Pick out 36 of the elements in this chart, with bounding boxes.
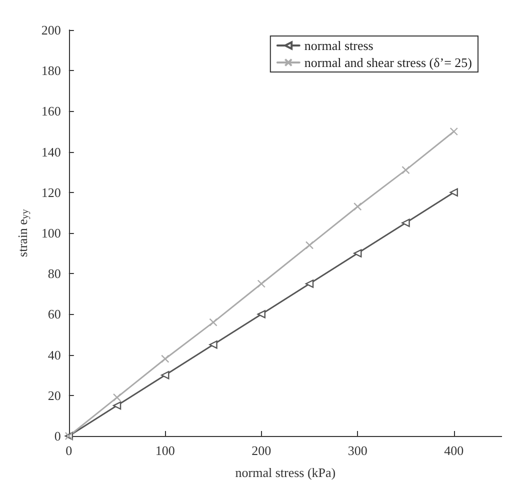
legend-label: normal stress: [304, 38, 374, 53]
point: [112, 393, 122, 402]
y-axis-title: strain eyy: [15, 209, 31, 257]
point: [354, 202, 362, 211]
legend-label: normal and shear stress (δ’= 25): [304, 55, 472, 70]
x-tick-label: 300: [348, 443, 368, 458]
point: [209, 340, 218, 349]
point: [450, 188, 458, 196]
y-tick-label: 140: [41, 144, 61, 160]
point: [161, 354, 170, 363]
y-tick-label: 120: [41, 184, 61, 200]
y-tick-label: 20: [48, 388, 61, 403]
y-tick-label: 180: [41, 63, 61, 78]
x-tick-label: 200: [252, 443, 272, 458]
x-tick-label: 100: [155, 443, 175, 458]
point: [450, 127, 458, 136]
point: [305, 280, 314, 288]
point: [402, 166, 410, 174]
y-tick-label: 60: [48, 306, 61, 322]
x-axis-title: normal stress (kPa): [235, 465, 336, 480]
y-tick-label: 200: [41, 22, 61, 38]
point: [112, 401, 122, 410]
x-tick-label: 400: [444, 443, 464, 458]
point: [161, 371, 170, 380]
x-tick-label: 0: [66, 443, 72, 458]
point: [257, 280, 266, 288]
y-tick-label: 80: [48, 266, 61, 282]
y-tick-label: 160: [41, 104, 61, 119]
y-tick-label: 0: [54, 428, 61, 444]
y-tick-label: 40: [48, 347, 61, 362]
y-tick-label: 100: [41, 226, 61, 240]
point: [209, 318, 218, 326]
point: [354, 249, 362, 258]
point: [257, 310, 266, 318]
point: [402, 218, 410, 227]
point: [305, 241, 314, 250]
